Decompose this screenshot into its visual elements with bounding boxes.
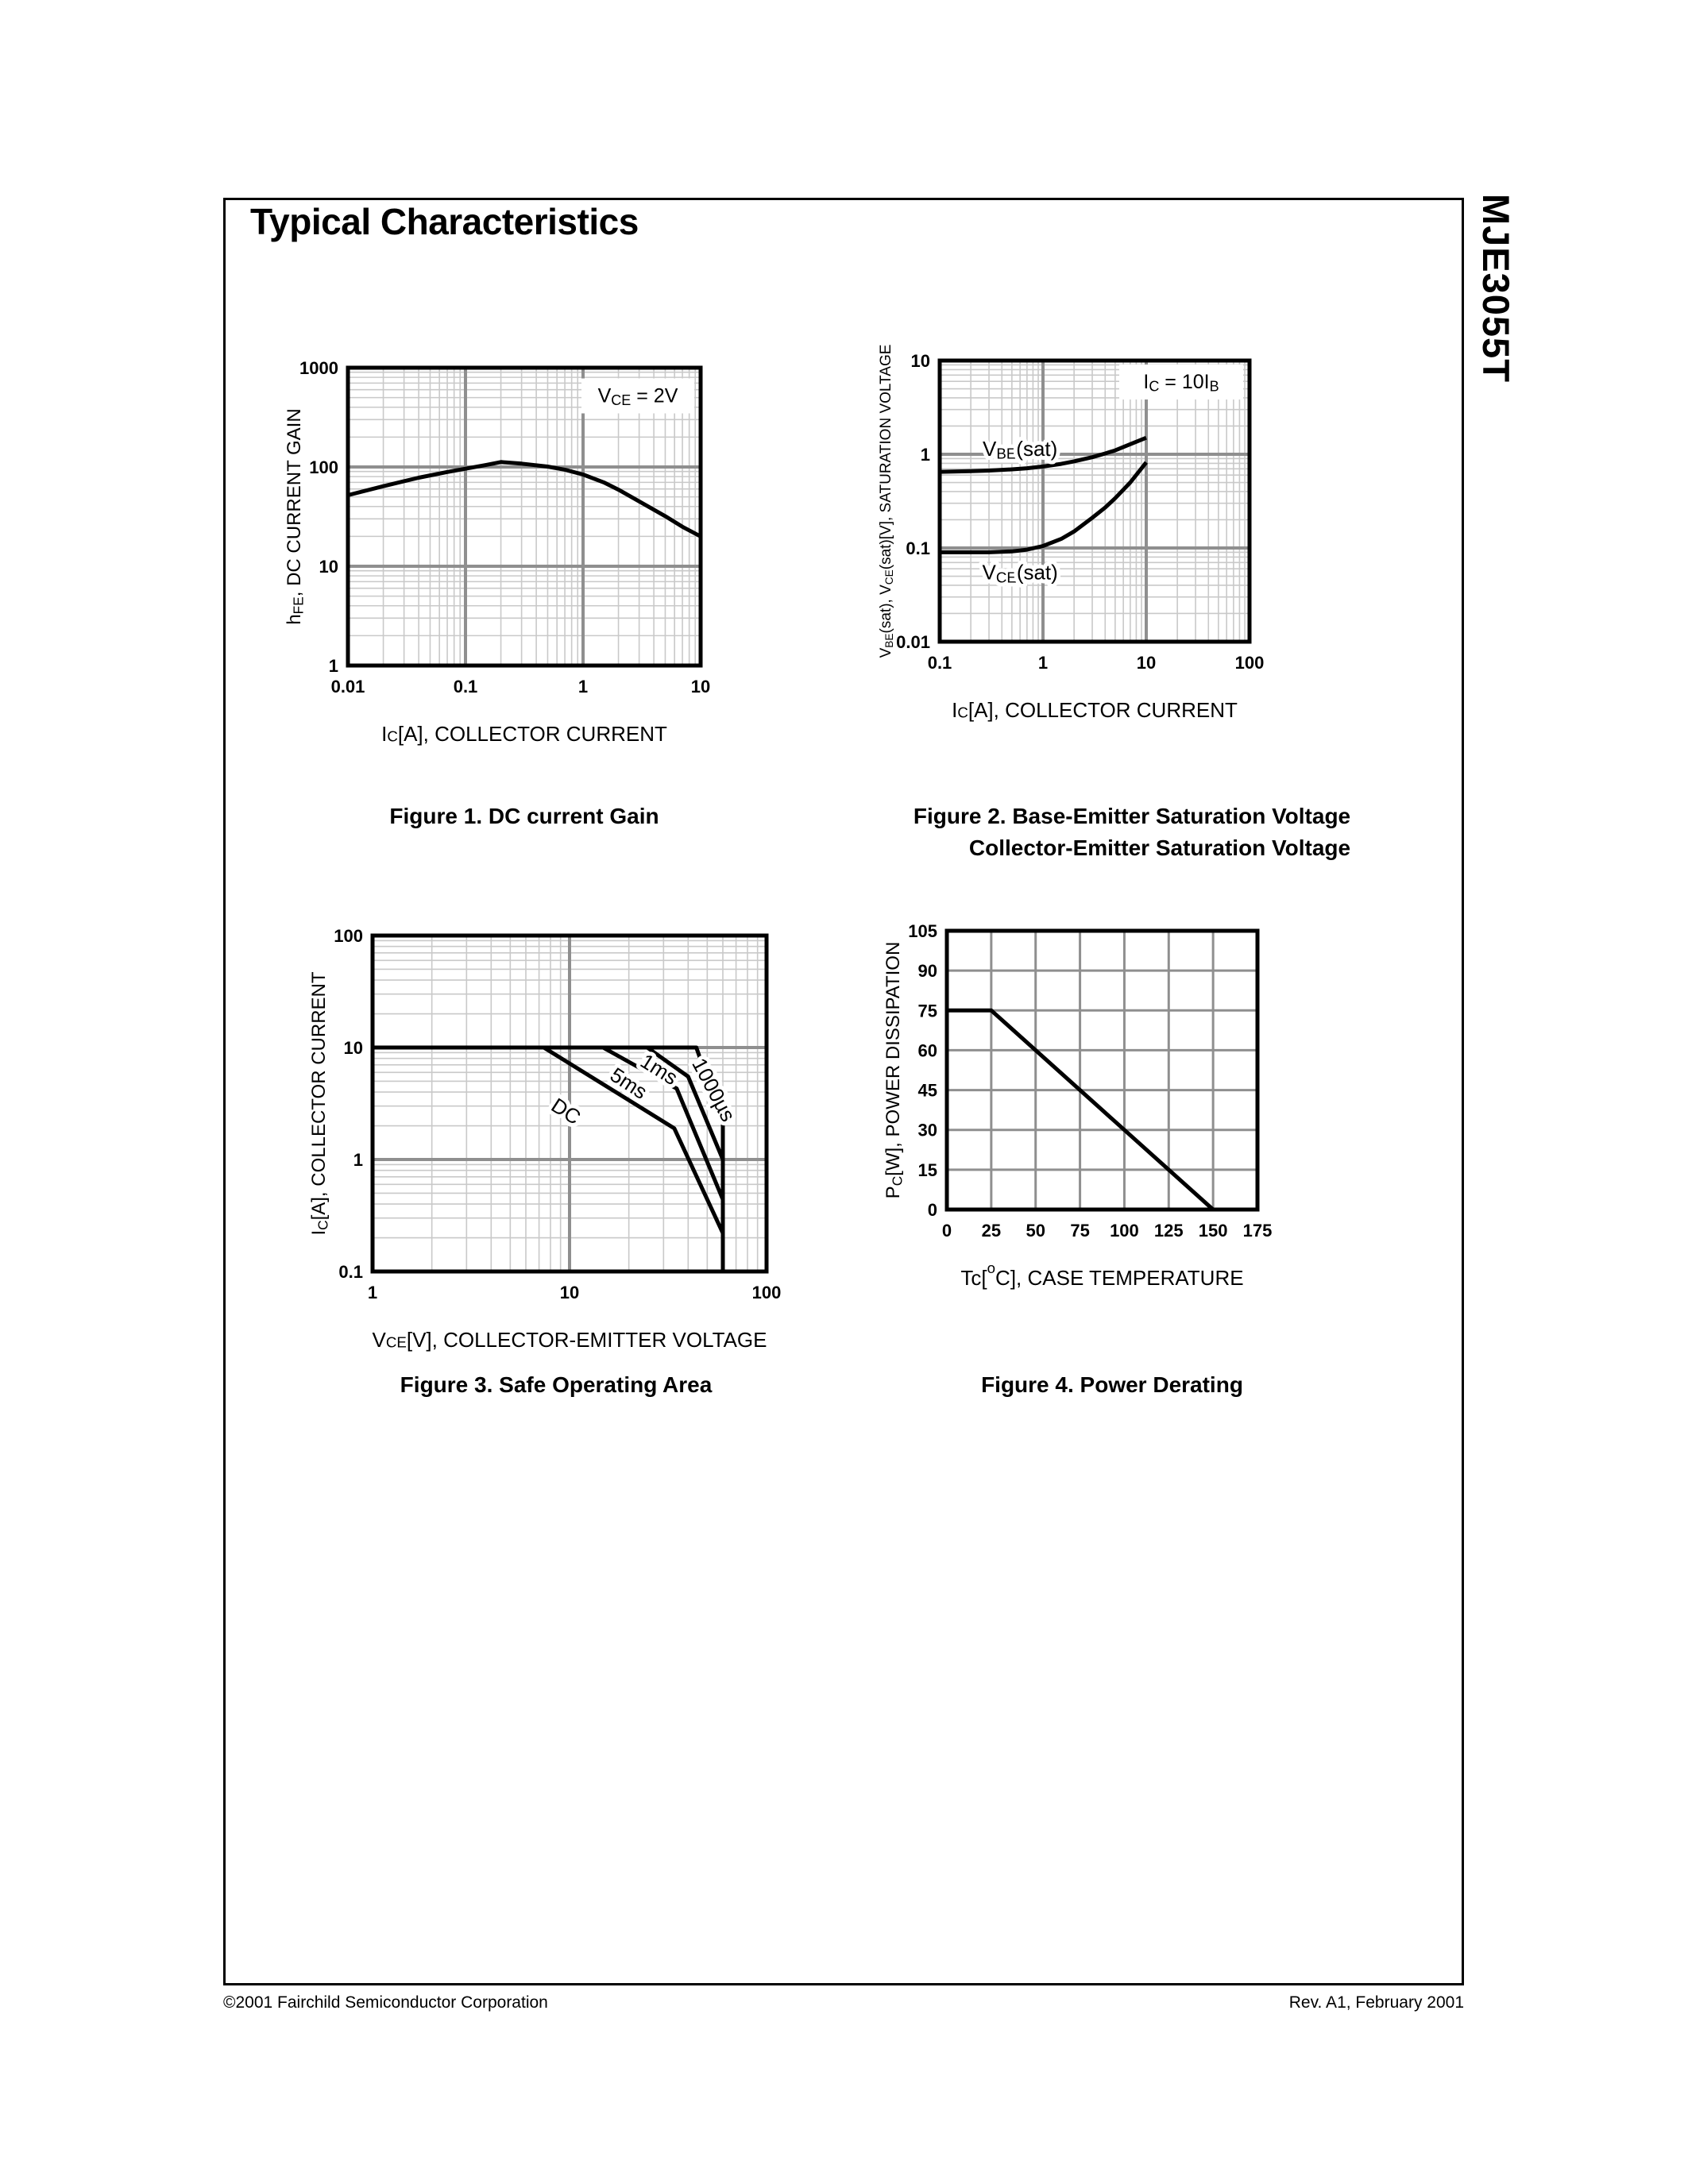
footer-copyright: ©2001 Fairchild Semiconductor Corporatio… — [223, 1993, 548, 2012]
svg-text:25: 25 — [982, 1221, 1001, 1241]
svg-text:100: 100 — [1235, 653, 1265, 673]
footer-revision: Rev. A1, February 2001 — [1288, 1993, 1464, 2012]
dc-current-gain-chart: VCE = 2V 0.01 0.1 1 10 1 10 100 1000 IC[A], COLLE… — [284, 358, 711, 747]
page-title: Typical Characteristics — [250, 201, 639, 242]
svg-text:VCE = 2V: VCE = 2V — [598, 384, 678, 408]
svg-text:75: 75 — [918, 1001, 937, 1021]
svg-text:1: 1 — [1038, 653, 1048, 673]
svg-text:0.01: 0.01 — [331, 677, 365, 696]
svg-text:10: 10 — [1137, 653, 1156, 673]
svg-text:125: 125 — [1154, 1221, 1184, 1241]
svg-text:10: 10 — [911, 351, 930, 371]
svg-text:PC[W], POWER DISSIPATION: PC[W], POWER DISSIPATION — [883, 942, 906, 1199]
svg-text:DC: DC — [547, 1093, 585, 1129]
svg-text:IC[A], COLLECTOR CURRENT: IC[A], COLLECTOR CURRENT — [308, 971, 331, 1235]
svg-text:IC[A], COLLECTOR CURRENT: IC[A], COLLECTOR CURRENT — [381, 722, 667, 746]
svg-text:0.1: 0.1 — [454, 677, 478, 696]
figure-3-caption: Figure 3. Safe Operating Area — [400, 1372, 713, 1397]
figure-4-caption: Figure 4. Power Derating — [981, 1372, 1243, 1397]
svg-text:VBE(sat): VBE(sat) — [983, 437, 1057, 461]
svg-text:hFE, DC CURRENT GAIN: hFE, DC CURRENT GAIN — [284, 408, 307, 624]
figure-2-caption-line1: Figure 2. Base-Emitter Saturation Voltag… — [913, 804, 1351, 828]
svg-text:100: 100 — [1110, 1221, 1139, 1241]
figure-1-caption: Figure 1. DC current Gain — [389, 804, 659, 828]
svg-text:VCE(sat): VCE(sat) — [982, 561, 1057, 585]
svg-text:IC = 10IB: IC = 10IB — [1143, 371, 1219, 395]
svg-text:1: 1 — [353, 1150, 363, 1170]
svg-text:1: 1 — [329, 656, 338, 676]
figure-2-caption-line2: Collector-Emitter Saturation Voltage — [968, 835, 1351, 860]
svg-text:10: 10 — [344, 1038, 363, 1058]
svg-text:VBE(sat), VCE(sat)[V], SATURAT: VBE(sat), VCE(sat)[V], SATURATION VOLTAG… — [878, 345, 895, 658]
svg-text:0.01: 0.01 — [896, 632, 930, 652]
svg-text:100: 100 — [334, 926, 363, 946]
svg-text:10: 10 — [691, 677, 710, 696]
svg-text:1: 1 — [921, 445, 930, 465]
svg-text:1: 1 — [578, 677, 588, 696]
svg-text:30: 30 — [918, 1120, 937, 1140]
svg-text:175: 175 — [1243, 1221, 1273, 1241]
svg-text:45: 45 — [918, 1080, 937, 1100]
svg-text:105: 105 — [908, 921, 937, 941]
svg-text:0: 0 — [928, 1200, 937, 1220]
svg-text:0.1: 0.1 — [928, 653, 952, 673]
svg-text:100: 100 — [309, 457, 338, 477]
svg-text:VCE[V], COLLECTOR-EMITTER VOLT: VCE[V], COLLECTOR-EMITTER VOLTAGE — [373, 1328, 767, 1352]
svg-text:100: 100 — [752, 1283, 782, 1302]
svg-text:0: 0 — [942, 1221, 952, 1241]
svg-text:90: 90 — [918, 961, 937, 981]
svg-text:1: 1 — [368, 1283, 377, 1302]
svg-text:0.1: 0.1 — [338, 1262, 363, 1282]
svg-text:50: 50 — [1026, 1221, 1045, 1241]
svg-text:1000: 1000 — [299, 358, 338, 378]
svg-text:60: 60 — [918, 1040, 937, 1060]
svg-text:10: 10 — [319, 557, 338, 577]
part-number-side-label: MJE3055T — [1475, 194, 1517, 383]
svg-text:10: 10 — [560, 1283, 579, 1302]
svg-text:150: 150 — [1199, 1221, 1228, 1241]
power-derating-chart: 0 25 50 75 100 125 150 175 0 15 30 45 60 75 90 105 Tc[oC… — [883, 921, 1273, 1291]
svg-text:75: 75 — [1070, 1221, 1089, 1241]
svg-text:0.1: 0.1 — [906, 538, 930, 558]
svg-text:Tc[oC], CASE TEMPERATURE: Tc[oC], CASE TEMPERATURE — [960, 1260, 1243, 1290]
svg-text:15: 15 — [918, 1160, 937, 1179]
svg-text:IC[A], COLLECTOR CURRENT: IC[A], COLLECTOR CURRENT — [952, 698, 1238, 722]
